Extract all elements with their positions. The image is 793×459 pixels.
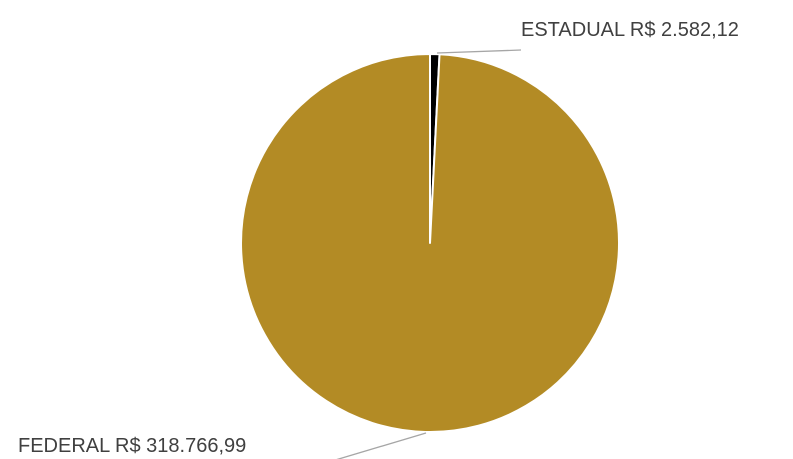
pie-slice-federal — [240, 53, 621, 433]
data-label-federal: FEDERAL R$ 318.766,99 — [18, 435, 246, 457]
pie-slices — [240, 52, 621, 433]
leader-line-federal — [336, 432, 427, 459]
leader-line-estadual — [436, 49, 522, 54]
data-labels: ESTADUAL R$ 2.582,12 FEDERAL R$ 318.766,9… — [18, 19, 739, 457]
data-label-estadual: ESTADUAL R$ 2.582,12 — [521, 19, 739, 41]
leader-lines — [336, 49, 522, 459]
